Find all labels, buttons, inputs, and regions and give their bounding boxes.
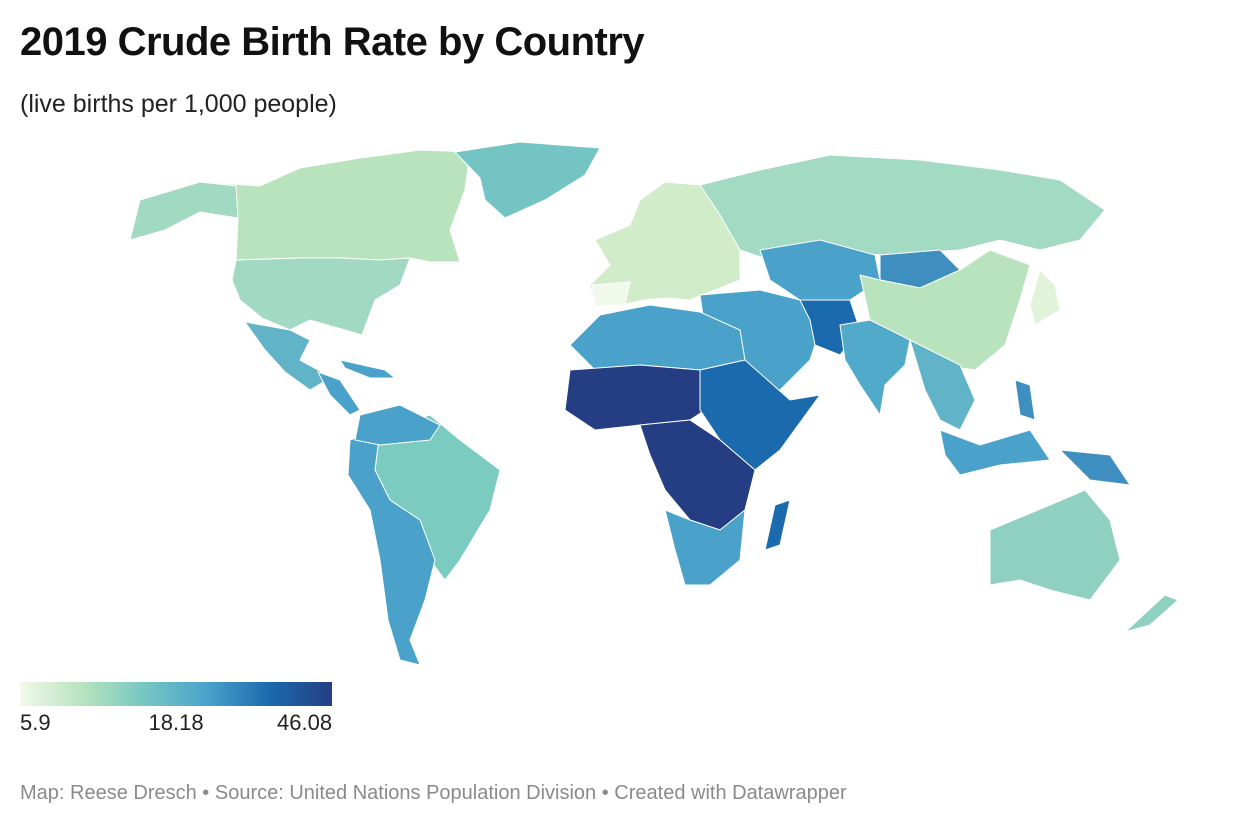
australia <box>989 489 1121 601</box>
indonesia <box>939 429 1051 476</box>
india <box>839 319 911 417</box>
japan <box>1029 269 1061 326</box>
world-map <box>129 141 1179 666</box>
russia <box>699 154 1106 261</box>
andes <box>347 429 436 666</box>
iberia <box>591 281 631 307</box>
madagascar <box>764 499 791 551</box>
footer: Map: Reese Dresch • Source: United Natio… <box>20 782 847 804</box>
legend-tick-label: 5.9 <box>20 710 51 735</box>
legend: 5.9 18.18 46.08 <box>20 682 332 736</box>
philippines-png <box>1014 379 1132 486</box>
alaska <box>129 181 239 241</box>
legend-gradient <box>20 682 332 706</box>
mexico <box>243 321 331 391</box>
north-south-america <box>354 404 441 446</box>
legend-ticks: 5.9 18.18 46.08 <box>20 706 332 736</box>
legend-tick-label: 18.18 <box>148 710 204 735</box>
southern-africa <box>664 508 746 586</box>
southeast-asia <box>909 339 976 431</box>
east-africa <box>699 359 822 471</box>
greenland <box>453 141 601 219</box>
united-states <box>231 257 411 336</box>
europe <box>589 181 741 306</box>
title: 2019 Crude Birth Rate by Country <box>20 20 645 64</box>
legend-tick-label: 46.08 <box>277 710 333 735</box>
sahel <box>564 364 721 431</box>
caribbean <box>338 359 397 379</box>
new-zealand <box>1124 594 1179 633</box>
central-america <box>316 371 361 416</box>
subtitle: (live births per 1,000 people) <box>20 90 337 118</box>
